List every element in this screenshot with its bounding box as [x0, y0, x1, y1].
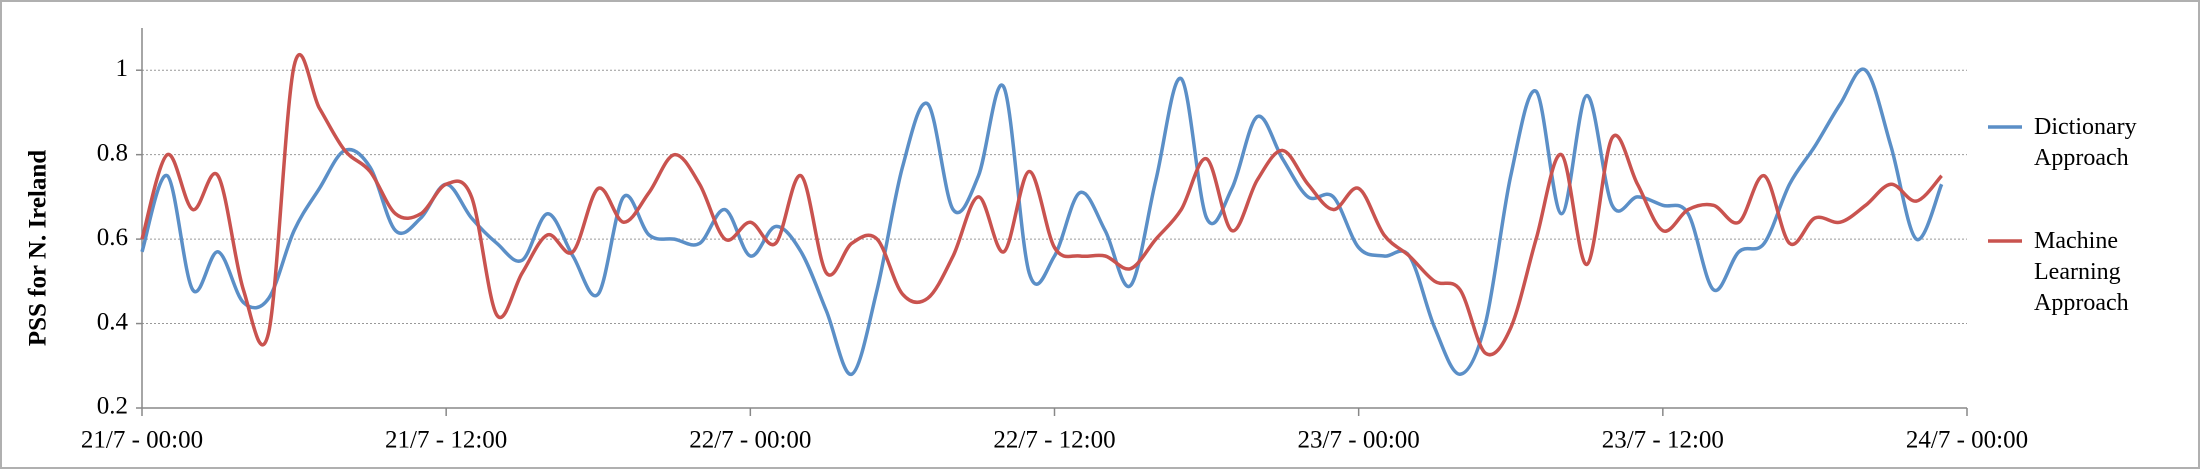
x-tick-label: 21/7 - 12:00: [385, 427, 507, 454]
legend-label: Machine Learning Approach: [2034, 228, 2129, 316]
x-tick-label: 23/7 - 00:00: [1298, 427, 1420, 454]
y-axis-label: PSS for N. Ireland: [25, 150, 52, 346]
x-tick-label: 24/7 - 00:00: [1906, 427, 2028, 454]
x-tick-label: 22/7 - 00:00: [689, 427, 811, 454]
series-line: [140, 53, 1943, 357]
x-tick-label: 21/7 - 00:00: [81, 427, 203, 454]
y-tick-label: 0.4: [97, 308, 129, 335]
y-tick-label: 1: [116, 55, 129, 82]
series-line: [140, 67, 1944, 376]
x-tick-label: 23/7 - 12:00: [1602, 427, 1724, 454]
y-tick-label: 0.2: [97, 393, 128, 420]
legend-label: Dictionary Approach: [2034, 114, 2137, 171]
y-tick-label: 0.8: [97, 139, 128, 166]
x-tick-label: 22/7 - 12:00: [993, 427, 1115, 454]
y-tick-label: 0.6: [97, 224, 128, 251]
